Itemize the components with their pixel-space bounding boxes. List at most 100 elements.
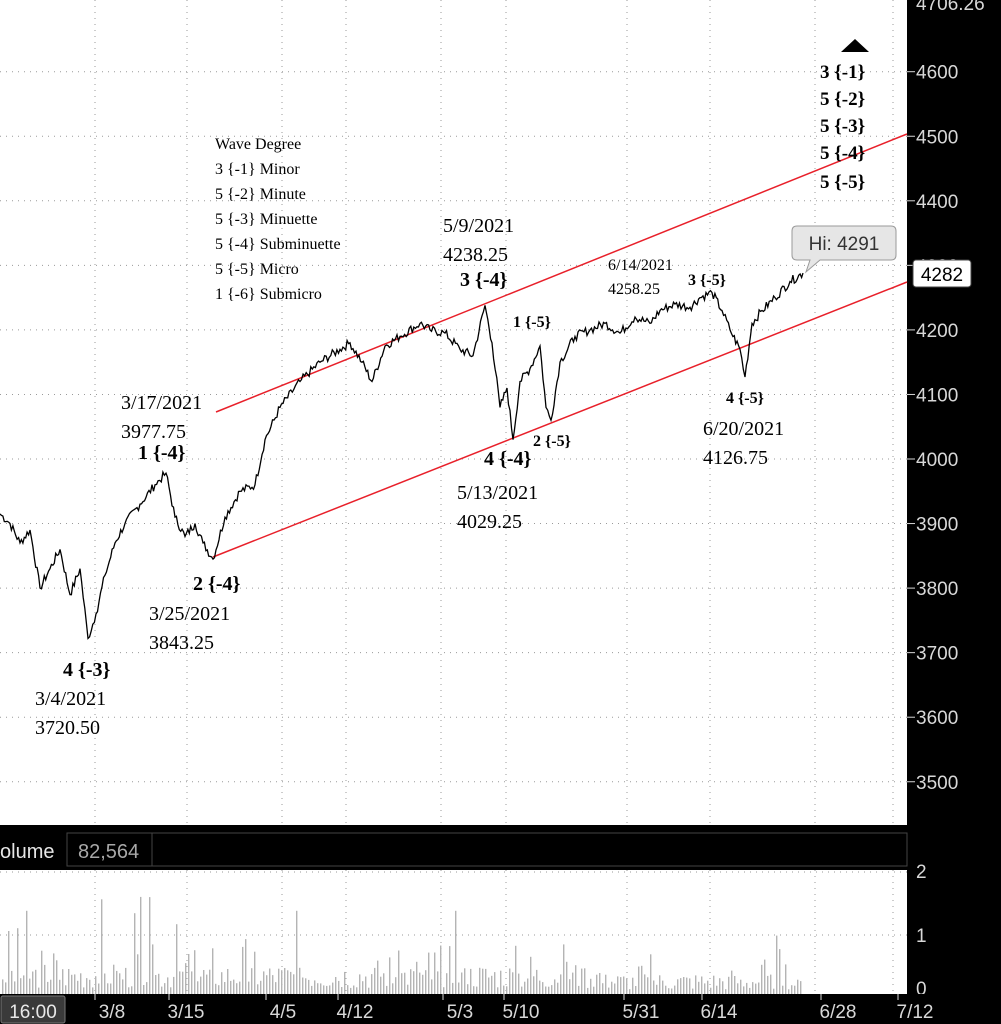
volume-bar: [86, 978, 88, 994]
pivot-date-2m4: 3/25/2021: [149, 603, 230, 625]
volume-bar: [500, 970, 502, 994]
volume-plot-area: [0, 870, 907, 994]
volume-bar: [671, 988, 673, 994]
volume-bar: [515, 945, 517, 994]
wave-label-4m5: 4 {-5}: [726, 390, 764, 407]
volume-bar: [758, 982, 760, 994]
volume-bar: [485, 968, 487, 994]
volume-bar: [407, 984, 409, 994]
volume-bar: [791, 985, 793, 994]
volume-bar: [398, 950, 400, 994]
volume-bar: [647, 977, 649, 994]
volume-bar: [2, 979, 4, 994]
volume-bar: [53, 953, 55, 994]
volume-label: olume: [0, 841, 54, 863]
volume-bar: [686, 977, 688, 994]
volume-bar: [626, 978, 628, 994]
volume-bar: [98, 983, 100, 994]
pivot-price-3m5: 4258.25: [608, 281, 660, 298]
volume-bar: [254, 951, 256, 994]
volume-bar: [329, 985, 331, 994]
volume-bar: [557, 982, 559, 994]
volume-bar: [752, 982, 754, 994]
volume-bar: [383, 973, 385, 994]
volume-bar: [347, 985, 349, 994]
volume-bar: [800, 981, 802, 994]
volume-bar: [728, 976, 730, 994]
volume-bar: [56, 960, 58, 994]
volume-bar: [743, 986, 745, 994]
panel-divider: [0, 825, 1001, 830]
wave-degree-legend: Wave Degree 3 {-1} Minor 5 {-2} Minute 5…: [215, 136, 341, 303]
wave-label-3m4: 3 {-4}: [460, 269, 508, 291]
legend-line: 5 {-5} Micro: [215, 261, 299, 278]
volume-bar: [632, 977, 634, 994]
volume-bar: [134, 913, 136, 994]
volume-bar: [542, 982, 544, 994]
volume-bar: [179, 971, 181, 994]
price-tick-label: 4000: [916, 450, 958, 471]
volume-bar: [242, 946, 244, 994]
volume-bar: [278, 968, 280, 994]
volume-bar: [113, 964, 115, 994]
volume-bar: [5, 982, 7, 994]
volume-bar: [158, 973, 160, 994]
volume-bar: [89, 979, 91, 994]
volume-bar: [770, 974, 772, 994]
volume-bar: [107, 983, 109, 994]
pivot-price-4m4: 4029.25: [457, 511, 522, 533]
volume-bar: [443, 987, 445, 994]
volume-bar: [575, 965, 577, 994]
volume-bar: [422, 974, 424, 994]
wave-label-1m4: 1 {-4}: [138, 442, 186, 464]
date-tick-label: 3/8: [99, 1002, 125, 1023]
volume-bar: [755, 983, 757, 994]
volume-bar: [587, 987, 589, 994]
volume-bar: [458, 982, 460, 994]
volume-bar: [602, 983, 604, 994]
volume-bar: [590, 978, 592, 994]
volume-bar: [503, 985, 505, 994]
date-tick-label: 3/15: [168, 1002, 205, 1023]
volume-bar: [95, 976, 97, 994]
volume-bar: [530, 956, 532, 994]
volume-bar: [74, 974, 76, 994]
volume-bar: [782, 985, 784, 994]
channel-upper-line: [215, 133, 908, 413]
volume-bar: [356, 987, 358, 994]
volume-bar: [170, 987, 172, 994]
volume-bar: [335, 977, 337, 994]
volume-bar: [302, 977, 304, 994]
volume-bar: [8, 931, 10, 994]
volume-bar: [188, 954, 190, 994]
volume-bar: [650, 954, 652, 994]
volume-bar: [230, 980, 232, 994]
wave-label-3m5: 3 {-5}: [688, 272, 726, 289]
volume-bar: [425, 970, 427, 994]
volume-bar: [464, 968, 466, 994]
volume-bar: [155, 975, 157, 994]
volume-bar: [65, 985, 67, 994]
volume-bar: [32, 971, 34, 994]
volume-bar: [131, 986, 133, 994]
wave-label-2m5: 2 {-5}: [533, 433, 571, 450]
price-tick-label: 4100: [916, 385, 958, 406]
volume-bar: [140, 896, 142, 994]
volume-bar: [704, 983, 706, 994]
volume-bar: [449, 946, 451, 994]
volume-bar: [764, 959, 766, 994]
volume-bar: [611, 981, 613, 994]
volume-bar: [122, 979, 124, 994]
wave-stack-4: 5 {-4}: [820, 143, 865, 164]
volume-bar: [581, 968, 583, 994]
wave-label-1m5: 1 {-5}: [513, 314, 551, 331]
volume-bar: [701, 976, 703, 994]
pivot-date-3m4: 5/9/2021: [443, 215, 514, 237]
volume-bar: [689, 978, 691, 994]
volume-bar: [14, 981, 16, 994]
volume-bar: [551, 985, 553, 994]
volume-bar: [386, 985, 388, 994]
volume-bar: [212, 948, 214, 994]
volume-bars: [2, 896, 802, 994]
